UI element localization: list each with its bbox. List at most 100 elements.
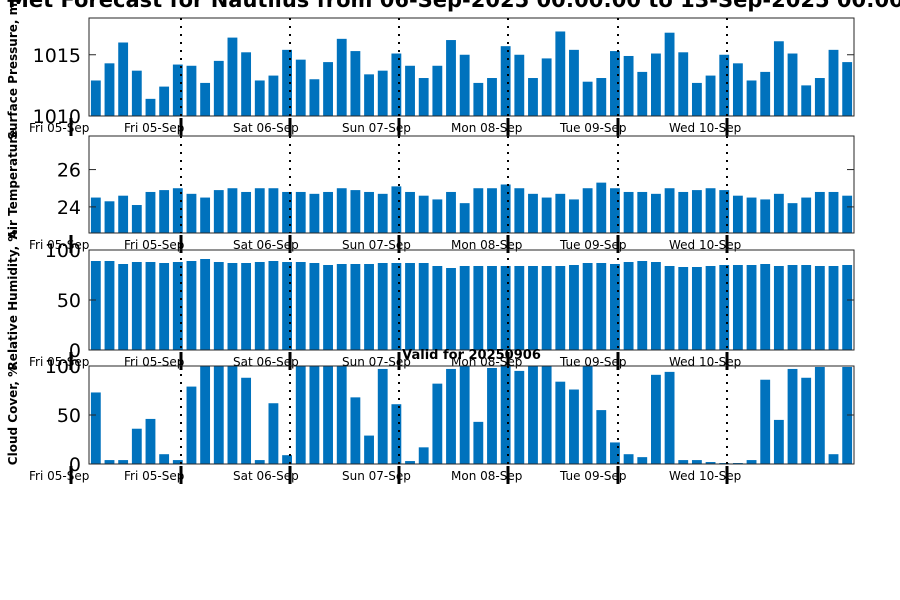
bar bbox=[118, 42, 129, 116]
panel-title: Valid for 20250906 bbox=[402, 348, 541, 363]
bar bbox=[159, 263, 170, 350]
bar bbox=[254, 460, 265, 464]
bar bbox=[773, 419, 784, 464]
bar bbox=[159, 190, 170, 233]
bar bbox=[295, 59, 306, 116]
bar bbox=[487, 188, 497, 233]
bar bbox=[446, 268, 456, 350]
bar bbox=[596, 263, 607, 350]
bar bbox=[801, 265, 812, 350]
bar bbox=[227, 188, 238, 233]
day-label: Mon 08-Sep bbox=[451, 121, 522, 135]
bar bbox=[309, 263, 320, 350]
bar bbox=[678, 191, 689, 233]
bar bbox=[541, 58, 552, 116]
bar bbox=[773, 266, 784, 350]
bar bbox=[514, 370, 525, 464]
bar bbox=[760, 264, 771, 350]
bar bbox=[842, 195, 853, 233]
bar bbox=[254, 262, 265, 350]
bar bbox=[241, 191, 252, 233]
bar bbox=[323, 62, 333, 116]
day-label: Fri 05-Sep bbox=[29, 238, 89, 252]
bar bbox=[405, 191, 415, 233]
bar bbox=[446, 191, 456, 233]
bar bbox=[227, 263, 238, 350]
day-label: Sat 06-Sep bbox=[233, 355, 299, 369]
bar bbox=[828, 266, 839, 350]
bar bbox=[364, 191, 374, 233]
bar bbox=[254, 80, 265, 116]
bar bbox=[364, 74, 374, 116]
ytick-label: 50 bbox=[57, 405, 81, 427]
bar bbox=[364, 435, 374, 464]
bar bbox=[200, 366, 211, 464]
bar bbox=[746, 265, 757, 350]
bar bbox=[610, 442, 620, 464]
bar bbox=[268, 403, 279, 464]
bar bbox=[773, 41, 784, 116]
day-label: Fri 05-Sep bbox=[124, 355, 184, 369]
bar bbox=[104, 63, 115, 116]
bar bbox=[459, 54, 470, 116]
bar bbox=[842, 265, 853, 350]
bar bbox=[172, 64, 183, 116]
day-label: Sat 06-Sep bbox=[233, 121, 299, 135]
day-label: Sat 06-Sep bbox=[233, 238, 299, 252]
bar bbox=[651, 193, 661, 233]
ytick-label: 24 bbox=[57, 197, 81, 219]
ylabel: Air Temperature bbox=[6, 130, 20, 240]
bar bbox=[787, 265, 798, 350]
ylabel: Surface Pressure, mb bbox=[6, 0, 20, 140]
bar bbox=[637, 71, 648, 116]
bar bbox=[323, 265, 333, 350]
bar bbox=[473, 266, 484, 350]
bar bbox=[842, 62, 853, 116]
bar bbox=[623, 262, 634, 350]
bar bbox=[582, 81, 593, 116]
bar bbox=[664, 266, 675, 350]
bar bbox=[637, 191, 648, 233]
bar bbox=[432, 65, 443, 116]
bar bbox=[459, 366, 470, 464]
bar bbox=[705, 462, 716, 464]
bar bbox=[90, 261, 101, 350]
bar bbox=[309, 193, 320, 233]
bar bbox=[732, 265, 743, 350]
bar bbox=[487, 367, 497, 464]
day-label: Fri 05-Sep bbox=[29, 469, 89, 483]
bar bbox=[145, 191, 156, 233]
bar bbox=[623, 191, 634, 233]
bar bbox=[391, 186, 402, 233]
bar bbox=[213, 262, 224, 350]
bar bbox=[118, 460, 129, 464]
bar bbox=[637, 457, 648, 464]
bar bbox=[514, 54, 525, 116]
bar bbox=[814, 191, 825, 233]
bar bbox=[569, 199, 579, 233]
bar bbox=[541, 266, 552, 350]
bar bbox=[309, 79, 320, 116]
bar bbox=[172, 188, 183, 233]
bar bbox=[528, 193, 538, 233]
bar bbox=[555, 31, 566, 117]
bar bbox=[569, 49, 579, 116]
bar bbox=[814, 78, 825, 116]
figure-title: Met Forecast for Nautilus from 06-Sep-20… bbox=[8, 0, 900, 12]
bar bbox=[691, 267, 702, 350]
day-label: Mon 08-Sep bbox=[451, 238, 522, 252]
bar bbox=[227, 37, 238, 116]
bar bbox=[473, 188, 484, 233]
bar bbox=[651, 53, 661, 116]
bar bbox=[282, 262, 292, 350]
bar bbox=[500, 266, 511, 350]
day-label: Tue 09-Sep bbox=[559, 469, 627, 483]
bar bbox=[336, 38, 347, 116]
bar bbox=[118, 195, 129, 233]
bar bbox=[582, 366, 593, 464]
bar bbox=[418, 447, 429, 464]
bar bbox=[104, 460, 115, 464]
day-label: Mon 08-Sep bbox=[451, 469, 522, 483]
bar bbox=[691, 460, 702, 464]
